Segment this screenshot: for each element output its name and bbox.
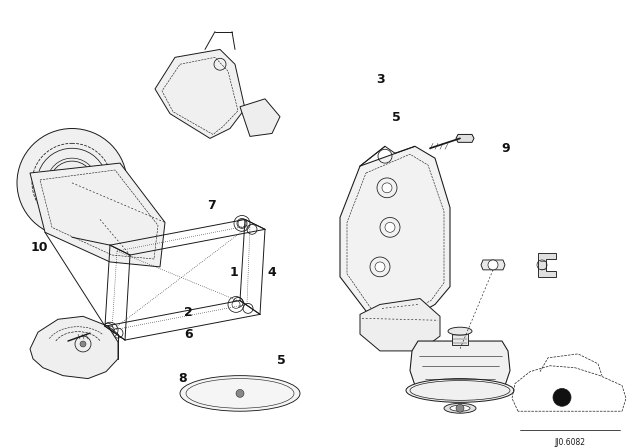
Polygon shape <box>410 341 510 396</box>
Text: 5: 5 <box>392 111 401 124</box>
Ellipse shape <box>180 375 300 411</box>
Circle shape <box>60 171 84 195</box>
Polygon shape <box>155 49 245 138</box>
Text: 2: 2 <box>184 306 193 319</box>
Circle shape <box>233 297 243 307</box>
Text: 9: 9 <box>501 142 510 155</box>
Circle shape <box>113 244 123 254</box>
Text: 7: 7 <box>207 199 216 212</box>
Polygon shape <box>538 253 556 277</box>
Circle shape <box>103 323 113 333</box>
Polygon shape <box>30 316 118 379</box>
Text: 4: 4 <box>268 266 276 279</box>
Text: JJ0.6082: JJ0.6082 <box>554 438 586 447</box>
Circle shape <box>375 262 385 272</box>
Polygon shape <box>30 163 165 267</box>
Polygon shape <box>66 338 76 346</box>
Circle shape <box>232 301 240 308</box>
Circle shape <box>95 215 105 224</box>
Circle shape <box>113 328 123 338</box>
Polygon shape <box>456 134 474 142</box>
Circle shape <box>247 224 257 234</box>
Text: 6: 6 <box>184 328 193 341</box>
Circle shape <box>238 220 246 227</box>
Ellipse shape <box>448 327 472 335</box>
Ellipse shape <box>450 405 470 411</box>
Ellipse shape <box>406 379 514 402</box>
Ellipse shape <box>444 403 476 413</box>
Circle shape <box>17 129 127 237</box>
Circle shape <box>553 388 571 406</box>
Polygon shape <box>452 333 468 345</box>
Text: 5: 5 <box>277 354 286 367</box>
Circle shape <box>122 249 132 259</box>
Circle shape <box>106 326 114 334</box>
Polygon shape <box>340 146 450 324</box>
Circle shape <box>456 404 464 412</box>
Text: 3: 3 <box>376 73 385 86</box>
Circle shape <box>382 183 392 193</box>
Circle shape <box>385 222 395 233</box>
Circle shape <box>80 341 86 347</box>
Text: 1: 1 <box>229 266 238 279</box>
Circle shape <box>237 219 247 228</box>
Circle shape <box>114 245 122 253</box>
Circle shape <box>243 303 253 313</box>
Polygon shape <box>240 99 280 136</box>
Polygon shape <box>360 298 440 351</box>
Text: 10: 10 <box>31 241 49 254</box>
Circle shape <box>236 389 244 397</box>
Circle shape <box>488 260 498 270</box>
Polygon shape <box>481 260 505 270</box>
Text: 8: 8 <box>178 372 187 385</box>
